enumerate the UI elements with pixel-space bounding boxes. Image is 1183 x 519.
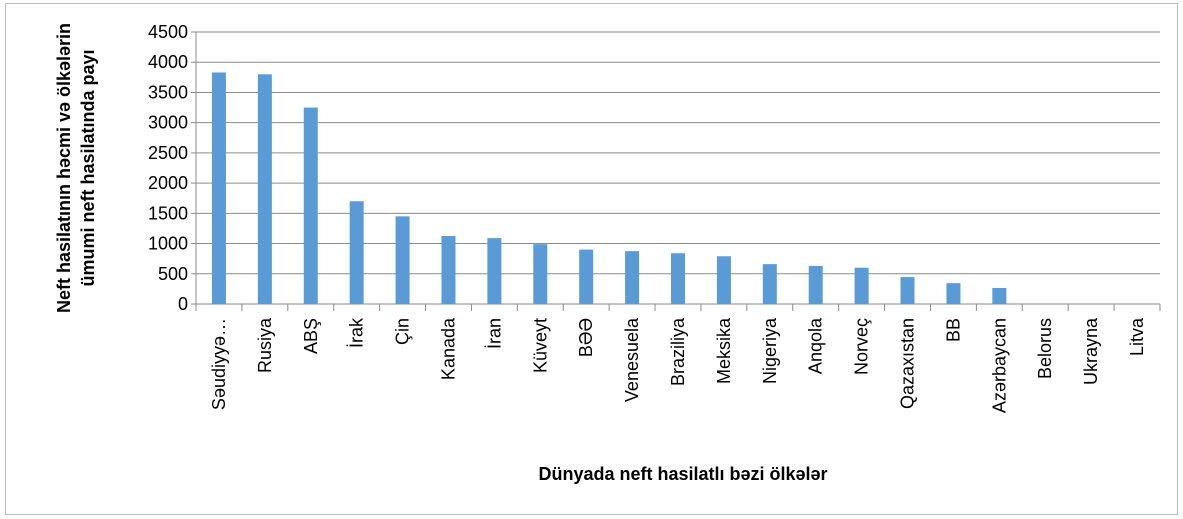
bar (808, 265, 823, 304)
y-tick-label: 4500 (148, 22, 188, 42)
y-tick-label: 3500 (148, 82, 188, 102)
bar (762, 264, 777, 304)
y-tick-label: 2500 (148, 143, 188, 163)
y-tick-label: 1500 (148, 203, 188, 223)
x-tick-label: Anqola (806, 317, 826, 374)
bar (257, 74, 272, 304)
x-axis-title: Dünyada neft hasilatlı bəzi ölkələr (538, 464, 827, 484)
y-tick-label: 4000 (148, 52, 188, 72)
x-tick-label: Qazaxıstan (898, 318, 918, 409)
x-tick-label: Rusiya (255, 317, 275, 373)
x-tick-label: Norveç (852, 318, 872, 375)
x-tick-label: Litva (1127, 317, 1147, 356)
x-tick-label: Çin (393, 318, 413, 345)
y-tick-label: 500 (158, 264, 188, 284)
x-tick-label: İrak (347, 317, 367, 348)
x-tick-label: Belorus (1035, 318, 1055, 379)
y-tick-label: 2000 (148, 173, 188, 193)
y-tick-label: 0 (178, 294, 188, 314)
bar (303, 107, 318, 304)
x-tick-label: Ukrayna (1081, 317, 1101, 385)
bar (671, 253, 685, 304)
bar (716, 256, 731, 304)
bar (533, 244, 548, 304)
bar (946, 283, 961, 304)
x-tick-label: Nigeriya (760, 317, 780, 384)
bar (395, 216, 410, 304)
y-tick-label: 3000 (148, 113, 188, 133)
x-tick-label: Venesuela (622, 317, 642, 402)
bar (487, 238, 502, 304)
bar (211, 72, 226, 305)
x-tick-label: Meksika (714, 317, 734, 384)
bar (625, 251, 640, 304)
y-axis-title: ümumi neft hasilatında payı (78, 49, 98, 286)
x-tick-label: İran (484, 318, 504, 349)
bar (900, 277, 915, 304)
bar (992, 287, 1007, 304)
y-axis-title: Neft hasilatının həcmi və ölkələrin (54, 23, 74, 313)
x-tick-label: BB (943, 318, 963, 342)
x-tick-label: Kanada (438, 317, 458, 380)
x-tick-label: Səudiyyə… (209, 318, 229, 410)
x-tick-label: Küveyt (530, 318, 550, 373)
bar (854, 267, 869, 304)
y-tick-label: 1000 (148, 234, 188, 254)
x-tick-label: Azərbaycan (989, 318, 1009, 413)
x-tick-label: BƏƏ (576, 318, 596, 357)
x-tick-label: Braziliya (668, 317, 688, 386)
x-tick-label: ABŞ (301, 318, 321, 354)
bar (349, 201, 364, 304)
bar (579, 249, 594, 304)
bar (441, 236, 456, 304)
